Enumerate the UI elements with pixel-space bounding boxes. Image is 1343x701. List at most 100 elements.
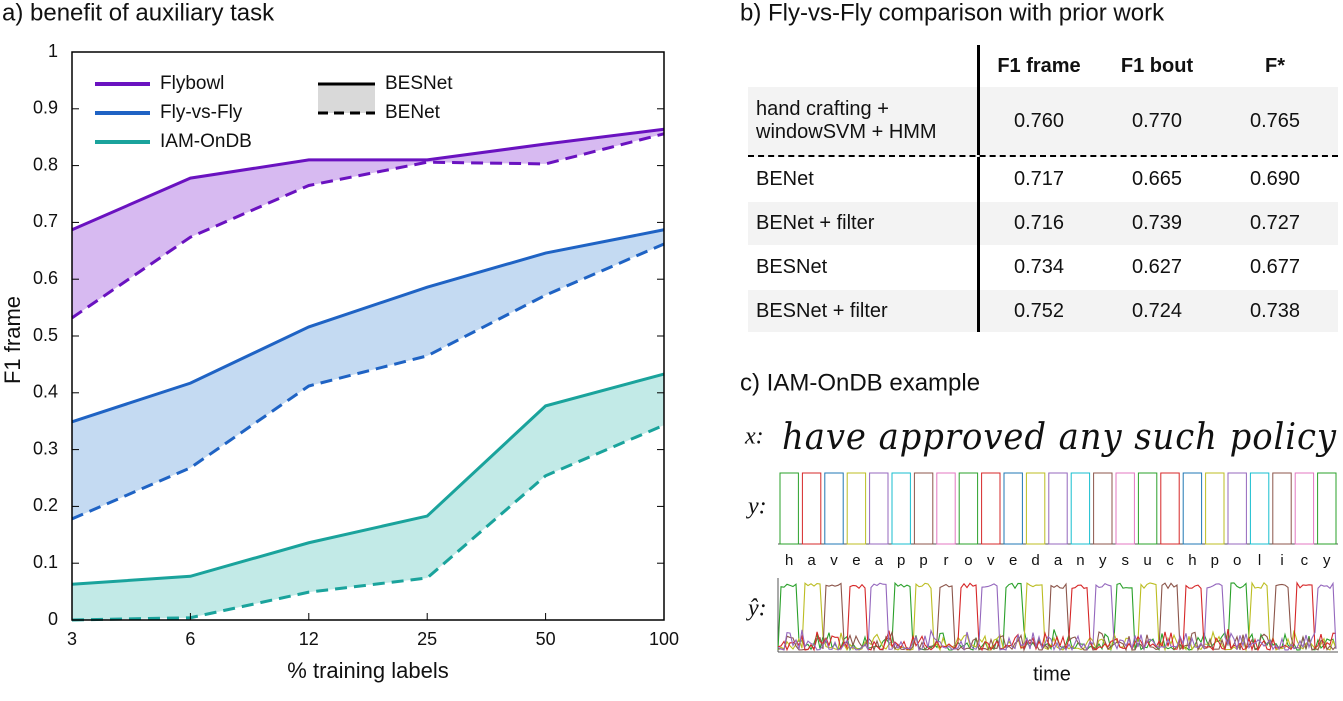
letter: c xyxy=(1166,552,1174,569)
y-tick-label: 0.4 xyxy=(33,382,58,402)
y-row-label: y: xyxy=(746,494,767,520)
x-tick-label: 100 xyxy=(649,629,679,649)
label-box xyxy=(981,472,1001,545)
letter: o xyxy=(964,552,972,569)
label-box xyxy=(913,472,934,545)
letter: p xyxy=(1211,552,1219,569)
header-row: F1 frame F1 bout F* xyxy=(748,45,1338,87)
row-label-line: hand crafting + xyxy=(756,98,889,120)
style-legend-area xyxy=(318,84,375,113)
y-tick-label: 0.8 xyxy=(33,154,58,174)
letter: c xyxy=(1301,552,1309,569)
label-box xyxy=(1205,472,1225,545)
cell: 0.716 xyxy=(1013,212,1065,234)
prediction-trace xyxy=(777,581,1337,652)
letter: a xyxy=(1054,552,1063,569)
header-cell: F1 bout xyxy=(1120,54,1194,77)
label-box xyxy=(1115,472,1135,545)
x-tick-label: 3 xyxy=(67,629,77,649)
letter: p xyxy=(919,552,927,569)
legend-label: Flybowl xyxy=(160,73,224,94)
letter: u xyxy=(1143,552,1151,569)
row-label: BENet + filter xyxy=(748,202,980,245)
gap-area xyxy=(72,129,664,318)
row-label: hand crafting + windowSVM + HMM xyxy=(748,87,980,155)
chart-title: a) benefit of auxiliary task xyxy=(2,0,275,26)
cell: 0.734 xyxy=(1013,256,1065,278)
benet-line xyxy=(71,242,665,521)
letter: o xyxy=(1233,552,1241,569)
label-box xyxy=(1025,472,1046,545)
label-box xyxy=(1294,472,1315,545)
letter: v xyxy=(830,552,838,569)
example-title: c) IAM-OnDB example xyxy=(740,369,980,396)
cell: 0.752 xyxy=(1013,299,1065,322)
header-empty xyxy=(748,45,980,87)
label-box xyxy=(1048,472,1068,545)
y-tick-label: 0.3 xyxy=(33,438,58,458)
y-tick-label: 0.9 xyxy=(33,98,58,118)
letter: d xyxy=(1031,552,1039,569)
label-box xyxy=(801,472,822,545)
besnet-line xyxy=(71,372,665,586)
label-box xyxy=(1137,472,1158,545)
benet-line xyxy=(71,423,665,622)
comparison-table: F1 frame F1 bout F* hand crafting + windowSV… xyxy=(748,45,1338,332)
x-row-label: x: xyxy=(744,424,764,450)
prediction-trace xyxy=(777,581,1337,652)
besnet-line xyxy=(71,228,665,424)
y-tick-label: 0.7 xyxy=(33,211,58,231)
table-title: b) Fly-vs-Fly comparison with prior work xyxy=(740,0,1165,26)
x-tick-label: 12 xyxy=(299,629,319,649)
cell: 0.665 xyxy=(1131,168,1183,190)
row-label-line: BESNet xyxy=(756,256,828,278)
legend-label: IAM-OnDB xyxy=(160,131,252,152)
y-tick-label: 0.1 xyxy=(33,552,58,572)
y-tick-label: 1 xyxy=(48,41,58,61)
label-box xyxy=(1249,472,1270,545)
letter: s xyxy=(1121,552,1129,569)
row-label-line: BENet + filter xyxy=(756,212,875,234)
yhat-row-label: ŷ: xyxy=(746,596,767,622)
label-box xyxy=(1160,472,1180,545)
gap-area xyxy=(72,374,664,620)
x-tick-label: 25 xyxy=(417,629,437,649)
y-axis-label: F1 frame xyxy=(0,296,25,384)
x-tick-label: 50 xyxy=(536,629,556,649)
letter: a xyxy=(875,552,884,569)
cell: 0.765 xyxy=(1249,109,1301,132)
cell: 0.739 xyxy=(1131,212,1183,234)
cell: 0.760 xyxy=(1013,109,1065,132)
letter: l xyxy=(1258,552,1261,569)
cell: 0.690 xyxy=(1249,168,1301,190)
label-box xyxy=(1182,472,1203,545)
y-tick-label: 0.5 xyxy=(33,325,58,345)
table-row: BESNet + filter 0.752 0.724 0.738 xyxy=(748,290,1338,332)
letter: y xyxy=(1323,552,1331,569)
label-box xyxy=(1093,472,1113,545)
label-box xyxy=(936,472,956,545)
letter: e xyxy=(852,552,860,569)
row-label-line: BENet xyxy=(756,168,814,190)
label-box xyxy=(1317,472,1337,545)
benet-line xyxy=(71,132,665,320)
label-box xyxy=(1070,472,1091,545)
label-box xyxy=(824,472,844,545)
y-tick-label: 0 xyxy=(48,609,58,629)
label-box xyxy=(779,472,799,545)
handwriting: have approved any such policy xyxy=(782,417,1337,458)
header-cell: F* xyxy=(1265,54,1285,77)
table-row: hand crafting + windowSVM + HMM 0.760 0.770… xyxy=(748,87,1338,157)
letter: n xyxy=(1076,552,1084,569)
letter: h xyxy=(785,552,793,569)
y-tick-label: 0.6 xyxy=(33,268,58,288)
row-label-line: BESNet + filter xyxy=(756,299,888,322)
cell: 0.727 xyxy=(1249,212,1301,234)
y-tick-label: 0.2 xyxy=(33,495,58,515)
letter: y xyxy=(1099,552,1107,569)
prediction-trace xyxy=(777,582,1337,652)
header-cell: F1 frame xyxy=(997,54,1081,77)
legend-label: Fly-vs-Fly xyxy=(160,102,243,123)
